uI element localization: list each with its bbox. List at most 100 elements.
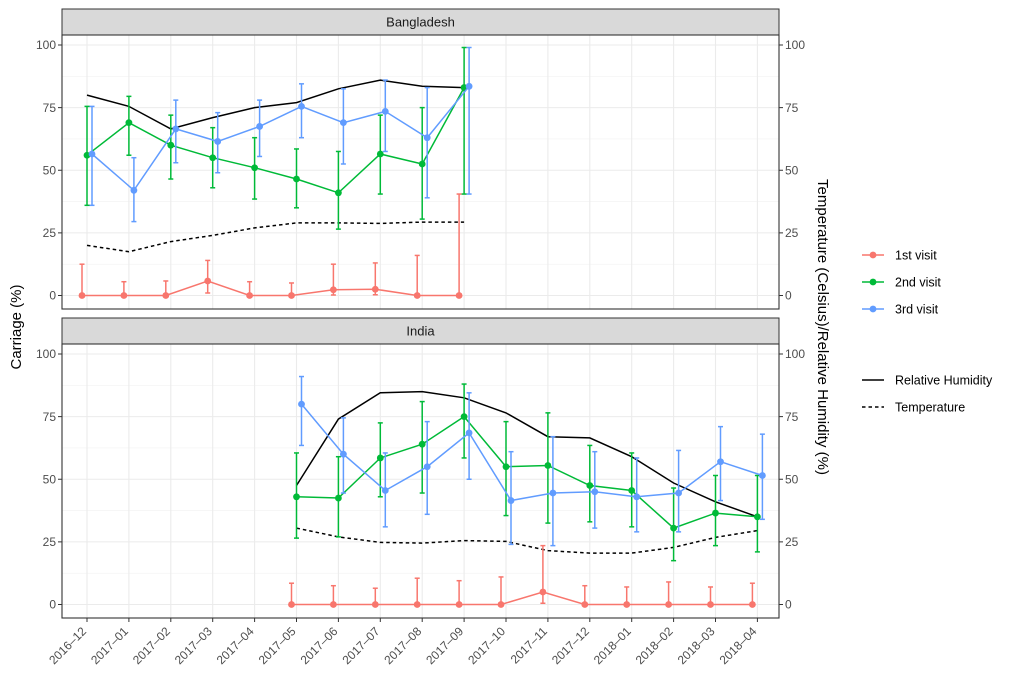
data-point [544,462,552,469]
data-point [298,400,305,408]
data-point [293,493,300,501]
y-tick-label-right: 100 [785,347,805,361]
x-tick-label: 2018–01 [591,624,634,667]
data-point [78,292,86,299]
data-point [214,138,222,145]
data-point [497,601,505,608]
series-line [296,415,758,529]
humidity-line [295,390,758,518]
data-point [539,588,547,596]
panel-border [61,343,780,619]
y-tick-label-left: 0 [49,598,56,612]
series-3rd-visit [88,46,473,223]
data-point [549,489,557,497]
legend-item-temperature: Temperature [862,401,965,415]
series-line [82,280,460,297]
panel-background [62,344,779,618]
series-3rd-visit [298,375,766,547]
legend: 1st visit 2nd visit 3rd visit Relative Humi… [862,249,993,415]
data-point [465,82,473,90]
x-tick-label: 2017–10 [465,624,508,667]
data-point [340,119,347,127]
data-point [256,123,263,130]
series-line [86,87,465,194]
data-point [413,601,421,608]
data-point [293,175,300,183]
data-point [717,458,724,466]
data-point [455,292,463,299]
data-point [209,154,217,162]
data-point [120,292,128,299]
data-point [591,488,599,496]
data-point [251,164,258,172]
facet-strip [61,317,780,345]
data-point [759,472,766,479]
data-point [371,601,379,608]
data-point [167,141,175,149]
x-tick-label: 2018–04 [717,624,760,667]
y-tick-label-left: 50 [43,472,57,486]
facet-strip-label: India [406,324,435,339]
data-point [381,487,389,494]
legend-item-2nd-visit: 2nd visit [862,276,941,290]
y-axis-title-right: Temperature (Celsius)/Relative Humidity … [814,179,831,475]
panel-india: India 0 0 25 25 50 50 75 75 100 100 [36,317,805,619]
data-point [623,601,631,608]
x-tick-label: 2017–06 [298,624,341,667]
data-point [381,107,389,115]
y-tick-label-right: 0 [785,598,792,612]
facet-strip [61,8,780,36]
data-point [418,440,426,448]
x-tick-label: 2017–04 [214,624,257,667]
data-point [298,102,305,110]
data-point [581,601,589,608]
data-point [507,497,515,504]
y-tick-label-left: 100 [36,347,56,361]
y-tick-label-left: 25 [43,535,57,549]
data-point [633,493,641,501]
x-tick-label: 2017–02 [130,624,173,667]
y-tick-label-left: 50 [43,163,57,177]
legend-key-point [869,305,877,313]
data-point [749,601,756,608]
y-tick-label-left: 100 [36,38,56,52]
legend-label: 2nd visit [895,276,941,290]
series-line [91,85,470,192]
data-point [335,494,342,502]
panel-border [61,34,780,310]
y-tick-label-left: 75 [43,101,57,115]
x-tick-label: 2017–03 [172,624,215,667]
y-tick-label-left: 75 [43,410,57,424]
y-tick-label-right: 50 [785,472,799,486]
legend-item-3rd-visit: 3rd visit [862,303,939,317]
x-tick-label: 2018–03 [675,624,718,667]
data-point [670,524,677,532]
y-tick-label-right: 100 [785,38,805,52]
y-axis-title-left: Carriage (%) [8,284,25,369]
series-1st-visit [78,193,463,299]
data-point [502,463,510,471]
series-line [300,403,763,502]
x-tick-label: 2016–12 [46,624,89,667]
data-point [246,292,254,299]
legend-item-1st-visit: 1st visit [862,249,937,263]
series-2nd-visit [293,383,761,562]
series-2nd-visit [83,46,468,230]
data-point [675,489,682,497]
series-line [291,591,753,606]
x-tick-label: 2017–07 [339,624,382,667]
legend-key-point [869,278,877,286]
data-point [204,277,212,285]
data-point [413,292,421,299]
panel-bangladesh: Bangladesh 0 0 25 25 50 50 75 75 100 100 [36,8,805,310]
y-tick-label-right: 75 [785,410,799,424]
x-tick-label: 2018–02 [633,624,676,667]
data-point [628,487,636,494]
facet-strip-label: Bangladesh [386,15,455,30]
data-point [707,601,714,608]
x-tick-label: 2017–08 [381,624,424,667]
data-point [376,150,384,158]
y-tick-label-right: 50 [785,163,799,177]
data-point [371,285,379,293]
